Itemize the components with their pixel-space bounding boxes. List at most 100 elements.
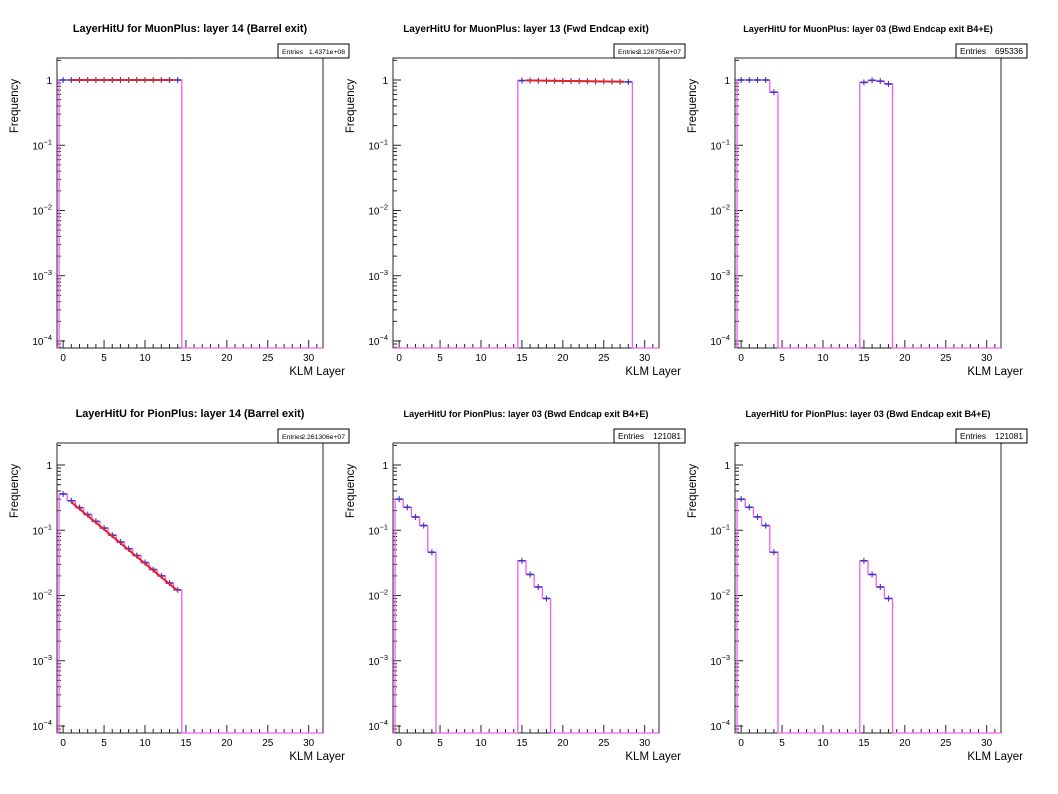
plot-area: 0 5 10 15 20 25 30 1 10−1 10−2 10−3 10−4 <box>32 442 324 749</box>
x-tick-label: 15 <box>858 738 870 749</box>
x-tick-label: 10 <box>475 353 487 364</box>
y-tick-label: 10−1 <box>710 137 730 152</box>
y-axis-title: Frequency <box>9 79 21 134</box>
x-tick-label: 0 <box>60 738 66 749</box>
y-tick-label: 10−4 <box>710 718 730 733</box>
x-tick-label: 10 <box>139 353 151 364</box>
y-tick-label: 10−3 <box>368 268 388 283</box>
stats-entries-value: 3.126755e+07 <box>637 49 681 56</box>
histogram-panel-muonplus-fwd-endcap: LayerHitU for MuonPlus: layer 13 (Fwd En… <box>345 24 686 378</box>
stats-entries-label: Entries <box>960 431 986 441</box>
histogram-panel-muonplus-barrel: LayerHitU for MuonPlus: layer 14 (Barrel… <box>9 23 350 378</box>
plot-area: 0 5 10 15 20 25 30 1 10−1 10−2 10−3 10−4 <box>368 57 660 364</box>
x-tick-label: 15 <box>180 353 192 364</box>
y-tick-label: 10−3 <box>710 268 730 283</box>
histogram-panel-pionplus-barrel: LayerHitU for PionPlus: layer 14 (Barrel… <box>9 408 350 763</box>
y-axis-title: Frequency <box>687 464 699 519</box>
y-axis-title: Frequency <box>687 79 699 134</box>
y-tick-label: 10−3 <box>368 653 388 668</box>
x-tick-label: 20 <box>899 738 911 749</box>
stats-entries-value: 1.4371e+08 <box>309 49 345 56</box>
x-tick-label: 20 <box>557 353 569 364</box>
y-tick-label: 10−2 <box>32 588 52 603</box>
y-tick-label: 10−2 <box>710 203 730 218</box>
x-tick-label: 5 <box>437 353 443 364</box>
stats-box: Entries 695336 <box>955 43 1028 59</box>
y-tick-label: 10−2 <box>32 203 52 218</box>
x-tick-label: 15 <box>516 353 528 364</box>
x-tick-label: 30 <box>981 738 993 749</box>
y-tick-label: 10−1 <box>368 137 388 152</box>
stats-entries-label: Entries <box>618 49 640 56</box>
x-tick-label: 25 <box>262 353 274 364</box>
x-tick-label: 5 <box>779 353 785 364</box>
x-tick-label: 0 <box>396 353 402 364</box>
x-axis-title: KLM Layer <box>967 751 1023 763</box>
stats-entries-label: Entries <box>618 431 644 441</box>
plot-area: 0 5 10 15 20 25 30 1 10−1 10−2 10−3 10−4 <box>32 57 324 364</box>
plot-title: LayerHitU for MuonPlus: layer 03 (Bwd En… <box>743 24 992 34</box>
x-tick-label: 25 <box>262 738 274 749</box>
y-tick-label: 10−3 <box>32 653 52 668</box>
x-tick-label: 0 <box>396 738 402 749</box>
x-tick-label: 10 <box>817 738 829 749</box>
plot-area: 0 5 10 15 20 25 30 1 10−1 10−2 10−3 10−4 <box>710 442 1002 749</box>
stats-box-frame <box>613 428 686 444</box>
stats-box-frame <box>955 428 1028 444</box>
y-tick-label: 10−2 <box>368 203 388 218</box>
x-tick-label: 25 <box>940 353 952 364</box>
histogram-panel-muonplus-bwd-endcap: LayerHitU for MuonPlus: layer 03 (Bwd En… <box>687 24 1028 378</box>
histogram-panel-pionplus-bwd-endcap-2: LayerHitU for PionPlus: layer 03 (Bwd En… <box>687 409 1028 763</box>
stats-box: Entries 121081 <box>613 428 686 444</box>
x-tick-label: 10 <box>817 353 829 364</box>
y-tick-label: 10−2 <box>710 588 730 603</box>
y-tick-label: 10−4 <box>710 333 730 348</box>
stats-entries-label: Entries <box>960 46 986 56</box>
x-tick-label: 30 <box>303 738 315 749</box>
y-axis-title: Frequency <box>345 464 357 519</box>
y-tick-label: 10−2 <box>368 588 388 603</box>
plot-title: LayerHitU for PionPlus: layer 14 (Barrel… <box>76 408 305 420</box>
histogram-panel-pionplus-bwd-endcap-1: LayerHitU for PionPlus: layer 03 (Bwd En… <box>345 409 686 763</box>
x-tick-label: 0 <box>738 738 744 749</box>
x-axis-title: KLM Layer <box>289 366 345 378</box>
x-tick-label: 5 <box>437 738 443 749</box>
y-tick-label: 10−4 <box>368 333 388 348</box>
x-tick-label: 30 <box>639 353 651 364</box>
stats-entries-value: 2.261306e+07 <box>301 434 345 441</box>
y-tick-label: 10−1 <box>368 522 388 537</box>
plot-title: LayerHitU for PionPlus: layer 03 (Bwd En… <box>746 409 991 419</box>
stats-box: Entries 2.261306e+07 <box>277 428 350 444</box>
x-tick-label: 10 <box>139 738 151 749</box>
x-tick-label: 0 <box>738 353 744 364</box>
stats-entries-value: 695336 <box>995 46 1023 56</box>
x-tick-label: 25 <box>598 738 610 749</box>
y-tick-label: 10−1 <box>32 137 52 152</box>
x-tick-label: 25 <box>940 738 952 749</box>
stats-box-frame <box>613 43 686 59</box>
x-tick-label: 0 <box>60 353 66 364</box>
stats-entries-label: Entries <box>282 49 304 56</box>
y-tick-label: 10−3 <box>710 653 730 668</box>
x-axis-title: KLM Layer <box>625 366 681 378</box>
x-tick-label: 20 <box>221 353 233 364</box>
stats-entries-label: Entries <box>282 434 304 441</box>
plot-area: 0 5 10 15 20 25 30 1 10−1 10−2 10−3 10−4 <box>710 57 1002 364</box>
stats-box: Entries 121081 <box>955 428 1028 444</box>
y-tick-label: 10−3 <box>32 268 52 283</box>
x-tick-label: 10 <box>475 738 487 749</box>
x-tick-label: 5 <box>779 738 785 749</box>
x-tick-label: 30 <box>981 353 993 364</box>
x-tick-label: 20 <box>557 738 569 749</box>
y-tick-label: 1 <box>724 461 730 472</box>
y-axis-title: Frequency <box>345 79 357 134</box>
plot-title: LayerHitU for MuonPlus: layer 13 (Fwd En… <box>403 24 649 35</box>
stats-box: Entries 1.4371e+08 <box>277 43 350 59</box>
x-tick-label: 5 <box>101 353 107 364</box>
stats-entries-value: 121081 <box>653 431 681 441</box>
y-tick-label: 10−4 <box>32 333 52 348</box>
y-tick-label: 1 <box>382 76 388 87</box>
x-axis-title: KLM Layer <box>967 366 1023 378</box>
stats-box-frame <box>955 43 1028 59</box>
